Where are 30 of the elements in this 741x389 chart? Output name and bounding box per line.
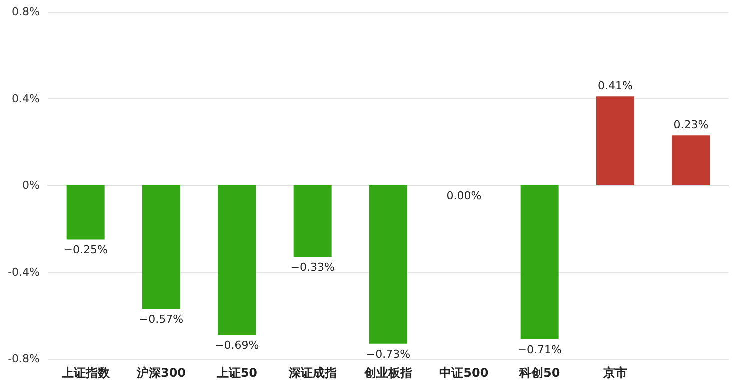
bar <box>294 186 332 258</box>
x-tick-label: 上证50 <box>216 366 258 380</box>
bar <box>596 96 634 186</box>
x-tick-label: 中证500 <box>440 366 489 380</box>
data-label: −0.25% <box>64 244 108 257</box>
y-tick-label: -0.4% <box>8 266 40 279</box>
bar <box>142 186 180 310</box>
bar <box>218 186 256 336</box>
x-tick-label: 科创50 <box>518 366 560 380</box>
x-tick-label: 创业板指 <box>364 366 412 380</box>
bar <box>66 186 105 240</box>
data-label: −0.73% <box>366 348 411 361</box>
y-tick-label: 0% <box>22 179 40 192</box>
data-label: 0.41% <box>598 80 633 93</box>
y-tick-label: -0.8% <box>8 352 40 366</box>
data-label: −0.33% <box>290 261 335 274</box>
x-tick-label: 京市 <box>602 366 628 380</box>
bar <box>370 186 408 344</box>
y-tick-label: 0.8% <box>12 6 40 18</box>
data-label: −0.71% <box>518 343 562 356</box>
y-tick-label: 0.4% <box>12 92 40 106</box>
x-tick-label: 深证成指 <box>288 366 337 380</box>
data-label: −0.57% <box>139 313 184 326</box>
bar <box>672 136 710 186</box>
data-label: 0.23% <box>674 118 709 132</box>
x-tick-label: 沪深300 <box>136 366 186 380</box>
bar <box>520 186 559 340</box>
x-tick-label: 上证指数 <box>60 366 111 380</box>
data-label: 0.00% <box>446 190 482 202</box>
data-label: −0.69% <box>215 339 260 352</box>
